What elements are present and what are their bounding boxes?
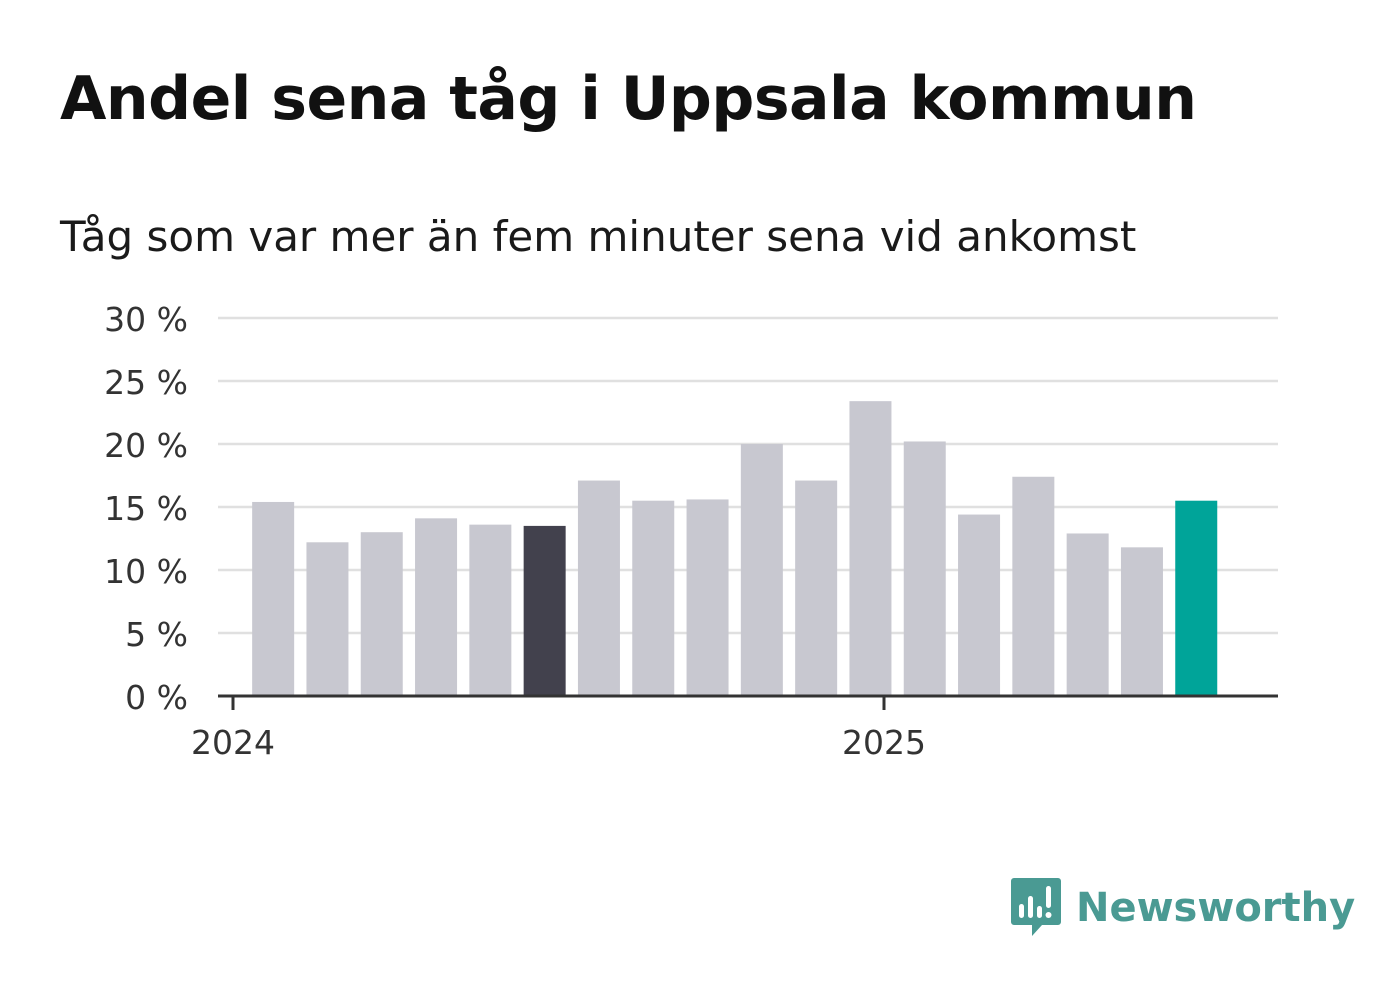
brand: Newsworthy	[1010, 876, 1355, 940]
y-tick-label: 0 %	[125, 678, 188, 717]
brand-name: Newsworthy	[1076, 885, 1356, 931]
bar-2025-03	[1012, 476, 1055, 696]
chart-title: Andel sena tåg i Uppsala kommun	[60, 64, 1197, 134]
x-tick-label: 2024	[191, 723, 275, 762]
bar-2025-06	[1175, 500, 1218, 696]
newsworthy-logo-icon	[1011, 878, 1061, 936]
bar-2024-12	[849, 401, 892, 696]
bar-2025-04	[1066, 533, 1109, 696]
y-tick-label: 15 %	[104, 489, 188, 528]
y-tick-label: 30 %	[104, 300, 188, 339]
bar-2024-08	[632, 500, 675, 696]
bar-2024-02	[306, 542, 349, 696]
y-tick-label: 10 %	[104, 552, 188, 591]
chart-subtitle: Tåg som var mer än fem minuter sena vid …	[60, 212, 1137, 261]
bar-2024-05	[469, 524, 512, 696]
bar-2024-01	[252, 501, 295, 696]
bar-2024-09	[686, 499, 729, 696]
bar-2024-10	[740, 444, 783, 696]
x-tick-label: 2025	[842, 723, 926, 762]
y-tick-label: 25 %	[104, 363, 188, 402]
bars	[252, 401, 1218, 696]
bar-2024-07	[577, 480, 620, 696]
bar-2025-02	[958, 514, 1001, 696]
bar-2025-05	[1120, 547, 1163, 696]
bar-2024-04	[415, 518, 458, 696]
bar-2024-11	[795, 480, 838, 696]
bar-2024-06	[523, 525, 566, 696]
y-tick-label: 5 %	[125, 615, 188, 654]
y-tick-label: 20 %	[104, 426, 188, 465]
x-axis: 2024 2025	[191, 694, 1278, 762]
y-axis-ticks: 0 % 5 % 10 % 15 % 20 % 25 % 30 %	[104, 300, 188, 717]
bar-2025-01	[903, 441, 946, 696]
bar-2024-03	[360, 532, 403, 696]
